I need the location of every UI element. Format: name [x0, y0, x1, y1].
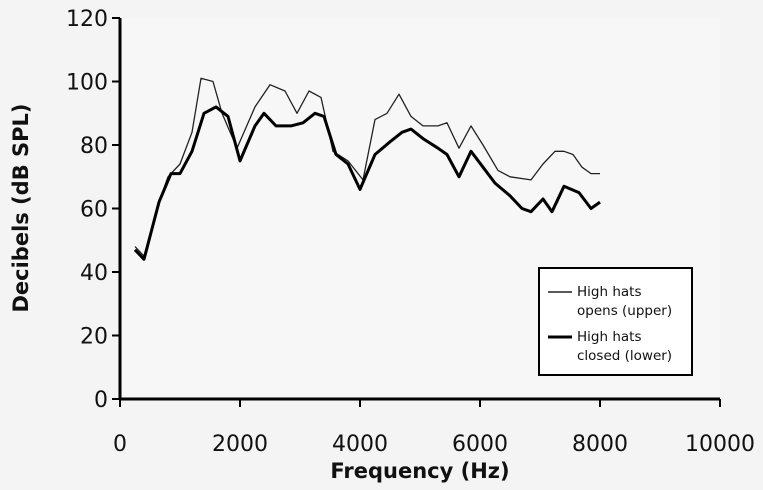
legend-label-lower-line2: closed (lower) [577, 348, 672, 364]
x-tick-label: 0 [113, 432, 127, 457]
x-tick-label: 8000 [572, 432, 628, 457]
legend-box [538, 267, 693, 376]
series-layer [133, 77, 601, 261]
y-tick-label: 120 [66, 7, 108, 32]
x-axis-title: Frequency (Hz) [330, 459, 509, 483]
y-tick-label: 40 [80, 261, 108, 286]
legend-label-upper-line2: opens (upper) [577, 303, 672, 319]
x-tick-label: 4000 [332, 432, 388, 457]
x-tick-label: 2000 [212, 432, 268, 457]
legend-label-upper-line1: High hats [577, 284, 641, 300]
ticks-layer: 0 20 40 60 80 100 120 0 2000 4000 6000 8000 10000 [66, 7, 755, 457]
series-line-lower [133, 105, 601, 261]
y-tick-label: 60 [80, 198, 108, 223]
y-axis-title: Decibels (dB SPL) [9, 103, 33, 312]
y-tick-label: 100 [66, 71, 108, 96]
x-tick-label: 6000 [452, 432, 508, 457]
y-tick-label: 20 [80, 325, 108, 350]
x-tick-label: 10000 [685, 432, 755, 457]
legend-label-lower-line1: High hats [577, 329, 641, 345]
y-tick-label: 80 [80, 134, 108, 159]
legend: High hats opens (upper) High hats closed… [538, 267, 693, 376]
series-line-upper [134, 77, 600, 257]
y-tick-label: 0 [94, 388, 108, 413]
